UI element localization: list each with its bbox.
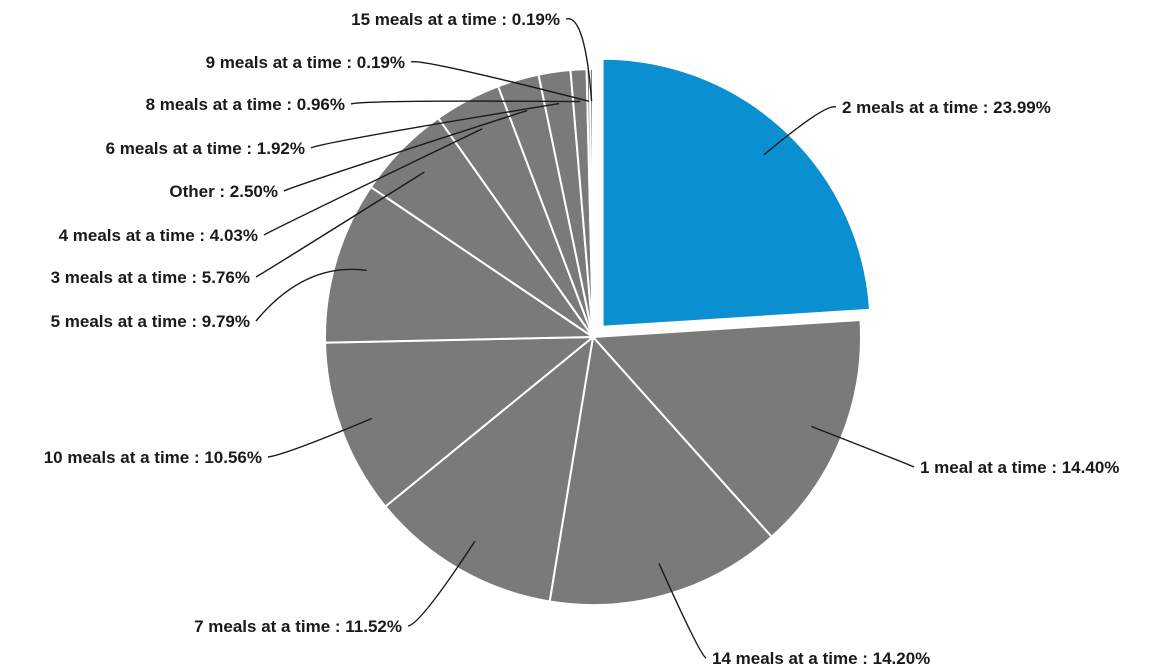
- pie-slice: [601, 57, 872, 328]
- leader-line: [255, 171, 425, 278]
- leader-line: [255, 268, 367, 322]
- slice-label: 6 meals at a time : 1.92%: [106, 139, 305, 158]
- slice-label: 3 meals at a time : 5.76%: [51, 268, 250, 287]
- slice-label: 14 meals at a time : 14.20%: [712, 649, 930, 668]
- slice-label: 1 meal at a time : 14.40%: [920, 458, 1119, 477]
- leader-line: [810, 425, 915, 468]
- leader-line: [267, 417, 372, 458]
- slice-label: 10 meals at a time : 10.56%: [44, 448, 262, 467]
- leader-line: [263, 128, 483, 236]
- leader-line: [658, 563, 707, 659]
- leader-line: [283, 109, 528, 192]
- slice-label: 5 meals at a time : 9.79%: [51, 312, 250, 331]
- slice-label: Other : 2.50%: [169, 182, 278, 201]
- leader-line: [310, 102, 560, 149]
- pie-slice: [548, 334, 774, 606]
- leader-line: [565, 18, 593, 102]
- slice-label: 2 meals at a time : 23.99%: [842, 98, 1051, 117]
- leader-lines: [255, 18, 915, 659]
- pie-slices: [324, 57, 872, 606]
- slice-label: 7 meals at a time : 11.52%: [194, 617, 402, 636]
- pie-slice: [588, 67, 594, 338]
- leader-line: [410, 60, 589, 102]
- leader-line: [407, 540, 476, 627]
- leader-line: [763, 106, 837, 156]
- pie-slice: [383, 334, 595, 603]
- leader-line: [350, 100, 581, 105]
- slice-label: 4 meals at a time : 4.03%: [59, 226, 258, 245]
- slice-label: 9 meals at a time : 0.19%: [206, 53, 405, 72]
- pie-slice: [324, 185, 597, 344]
- slice-label: 15 meals at a time : 0.19%: [351, 10, 560, 29]
- slice-labels: 2 meals at a time : 23.99% 1 meal at a ti…: [44, 10, 1120, 668]
- slice-label: 8 meals at a time : 0.96%: [146, 95, 345, 114]
- pie-slice: [324, 335, 596, 508]
